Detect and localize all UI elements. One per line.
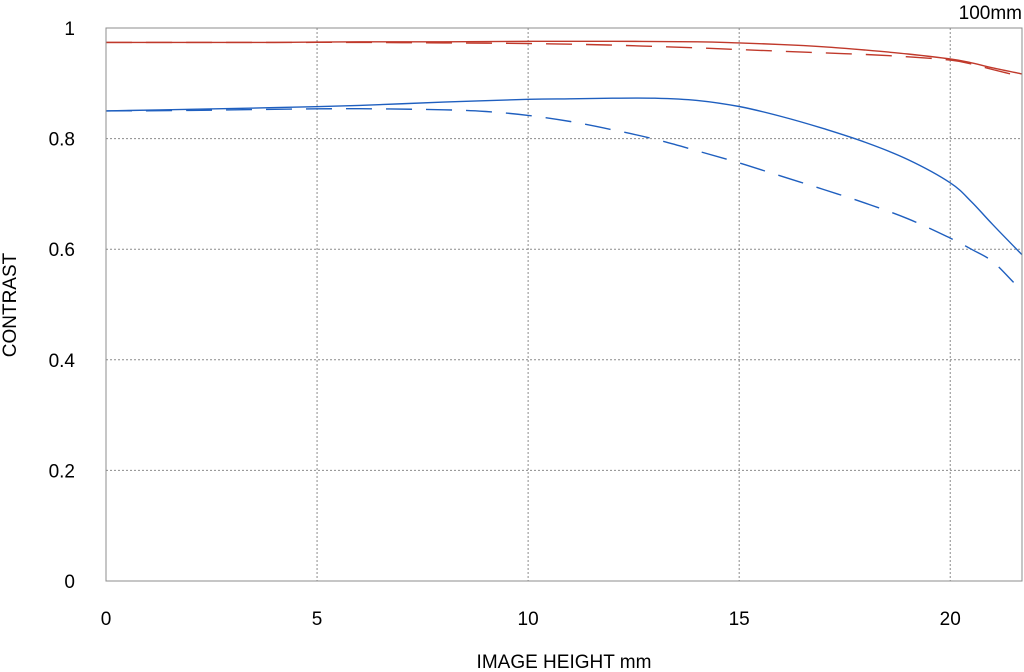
y-tick-label: 0 [64, 572, 75, 593]
y-axis-title: CONTRAST [0, 252, 21, 357]
plot-frame [105, 27, 1023, 582]
tick-labels: 0 5 10 15 20 0 0.2 0.4 0.6 0.8 1 [49, 19, 961, 630]
series-line-4 [105, 107, 1015, 283]
series-lines [105, 40, 1023, 283]
y-tick-label: 0.2 [49, 461, 75, 482]
x-tick-label: 20 [940, 609, 961, 630]
x-tick-label: 15 [729, 609, 750, 630]
series-line-2 [105, 41, 1023, 78]
y-tick-label: 0.4 [49, 351, 76, 372]
series-line-3 [105, 97, 1023, 256]
x-axis-title: IMAGE HEIGHT mm [477, 652, 652, 672]
x-tick-label: 5 [312, 609, 323, 630]
y-tick-label: 1 [64, 19, 75, 40]
series-line-1 [105, 40, 1023, 75]
y-tick-label: 0.8 [49, 130, 75, 151]
grid [106, 28, 1022, 581]
x-tick-label: 0 [101, 609, 112, 630]
y-tick-label: 0.6 [49, 240, 75, 261]
focal-length-label: 100mm [959, 3, 1022, 24]
x-tick-label: 10 [518, 609, 539, 630]
